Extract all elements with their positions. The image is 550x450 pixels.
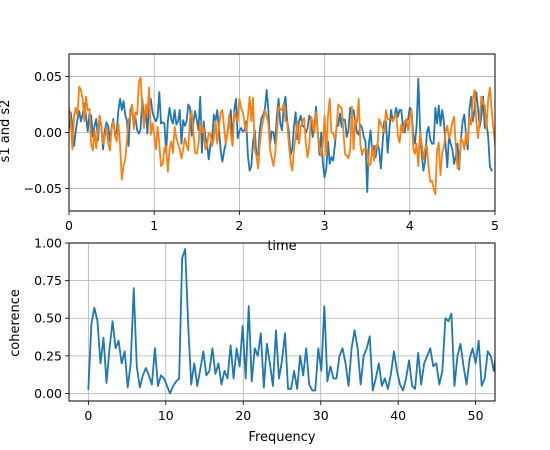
- top-series-layer: [69, 76, 495, 196]
- bottom-series-layer: [87, 248, 495, 395]
- bottom-ytick-label: 0.25: [34, 348, 62, 363]
- bottom-ytick-label: 0.50: [34, 311, 62, 326]
- top-xlabel: time: [267, 239, 296, 254]
- bottom-xtick-label: 20: [235, 408, 251, 423]
- top-xtick-label: 2: [235, 218, 243, 233]
- top-xtick-label: 3: [321, 218, 329, 233]
- bottom-xtick-label: 10: [158, 408, 174, 423]
- bottom-xtick-label: 40: [390, 408, 406, 423]
- top-xtick-label: 4: [406, 218, 414, 233]
- top-xtick-label: 0: [65, 218, 73, 233]
- top-ytick-label: −0.05: [24, 181, 62, 196]
- bottom-ytick-label: 0.00: [34, 386, 62, 401]
- bottom-ytick-label: 1.00: [34, 236, 62, 251]
- bottom-series-line-1: [87, 248, 495, 395]
- bottom-xtick-label: 50: [468, 408, 484, 423]
- top-ylabel: s1 and s2: [0, 100, 13, 163]
- top-ytick-label: 0.00: [34, 125, 62, 140]
- top-series-line-2: [69, 76, 495, 196]
- top-ytick-label: 0.05: [34, 69, 62, 84]
- bottom-ytick-label: 0.75: [34, 273, 62, 288]
- bottom-ylabel: coherence: [8, 289, 23, 357]
- bottom-xlabel: Frequency: [248, 430, 315, 445]
- bottom-ticks: 0 10 20 30 40 50 0.00 0.25 0.50 0.75 1.00: [34, 236, 483, 424]
- bottom-xtick-label: 0: [84, 408, 92, 423]
- top-xtick-label: 1: [150, 218, 158, 233]
- bottom-axes-frame: [68, 242, 496, 402]
- top-xtick-label: 5: [491, 218, 499, 233]
- bottom-xtick-label: 30: [313, 408, 329, 423]
- bottom-panel: 0 10 20 30 40 50 0.00 0.25 0.50 0.75 1.00 Frequenc…: [8, 236, 496, 445]
- top-ticks: 0 1 2 3 4 5 −0.05 0.00 0.05: [24, 69, 499, 233]
- top-panel: 0 1 2 3 4 5 −0.05 0.00 0.05 time s1 and s2: [0, 53, 499, 254]
